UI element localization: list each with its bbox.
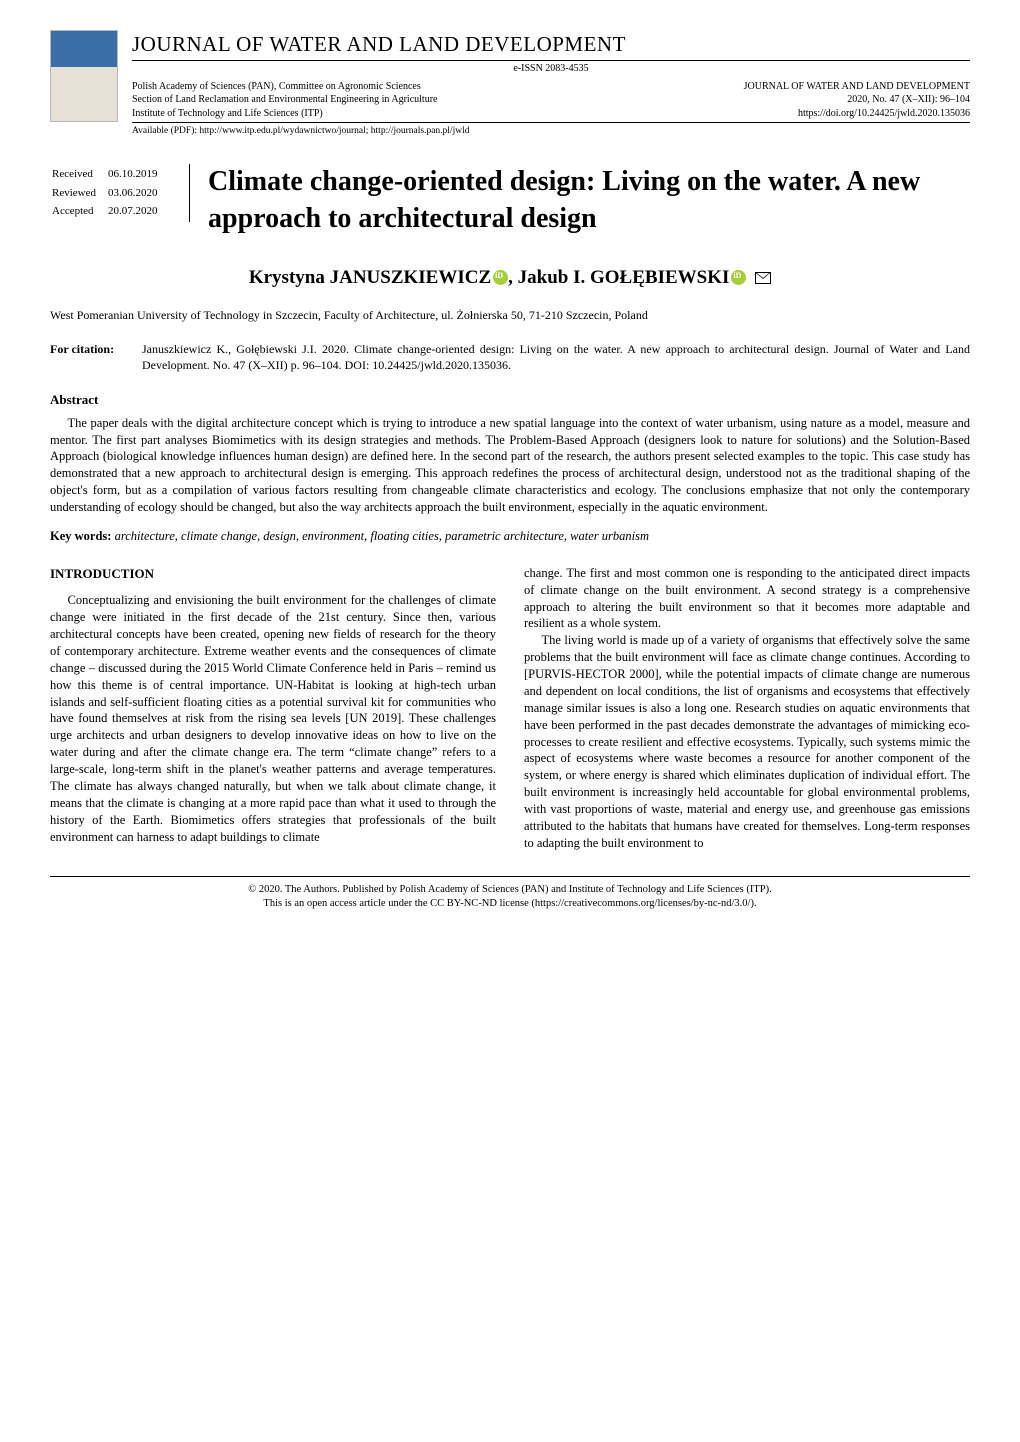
orcid-icon[interactable] [731,270,746,285]
dates-table: Received 06.10.2019 Reviewed 03.06.2020 … [50,164,169,222]
reviewed-label: Reviewed [52,185,106,202]
page-footer: © 2020. The Authors. Published by Polish… [50,876,970,912]
publisher-right: JOURNAL OF WATER AND LAND DEVELOPMENT 20… [744,80,970,121]
keywords-line: Key words: architecture, climate change,… [50,528,970,545]
abstract-heading: Abstract [50,391,970,409]
journal-header: JOURNAL OF WATER AND LAND DEVELOPMENT e-… [50,30,970,138]
table-row: Received 06.10.2019 [52,166,167,183]
corresponding-mail-icon[interactable] [755,272,771,284]
journal-cover-thumbnail [50,30,118,122]
table-row: Accepted 20.07.2020 [52,203,167,220]
dates-and-title-row: Received 06.10.2019 Reviewed 03.06.2020 … [50,164,970,237]
received-date: 06.10.2019 [108,166,168,183]
author-separator: , [508,267,518,288]
journal-info-block: JOURNAL OF WATER AND LAND DEVELOPMENT e-… [132,30,970,138]
column-left: INTRODUCTION Conceptualizing and envisio… [50,565,496,852]
accepted-date: 20.07.2020 [108,203,168,220]
journal-name-right: JOURNAL OF WATER AND LAND DEVELOPMENT [744,80,970,94]
for-citation-block: For citation: Januszkiewicz K., Gołębiew… [50,341,970,373]
doi-link[interactable]: https://doi.org/10.24425/jwld.2020.13503… [744,107,970,121]
submission-dates: Received 06.10.2019 Reviewed 03.06.2020 … [50,164,190,222]
abstract-text: The paper deals with the digital archite… [50,415,970,516]
authors-line: Krystyna JANUSZKIEWICZ, Jakub I. GOŁĘBIE… [50,265,970,291]
body-paragraph: Conceptualizing and envisioning the buil… [50,592,496,845]
introduction-heading: INTRODUCTION [50,565,496,583]
body-paragraph: change. The first and most common one is… [524,565,970,633]
author-1-given: Krystyna [249,267,330,288]
citation-text: Januszkiewicz K., Gołębiewski J.I. 2020.… [142,341,970,373]
author-2-surname: GOŁĘBIEWSKI [590,267,729,288]
affiliation: West Pomeranian University of Technology… [50,307,970,323]
body-paragraph: The living world is made up of a variety… [524,632,970,851]
citation-label: For citation: [50,341,142,373]
keywords-label: Key words: [50,529,111,543]
publisher-line: Institute of Technology and Life Science… [132,107,437,121]
author-2-given: Jakub I. [518,267,590,288]
footer-license: This is an open access article under the… [50,897,970,912]
keywords-text: architecture, climate change, design, en… [115,529,649,543]
accepted-label: Accepted [52,203,106,220]
orcid-icon[interactable] [493,270,508,285]
publisher-line: Section of Land Reclamation and Environm… [132,93,437,107]
column-right: change. The first and most common one is… [524,565,970,852]
available-pdf-line: Available (PDF): http://www.itp.edu.pl/w… [132,122,970,138]
journal-title: JOURNAL OF WATER AND LAND DEVELOPMENT [132,30,970,61]
paper-title: Climate change-oriented design: Living o… [208,164,970,237]
issue-info: 2020, No. 47 (X–XII): 96–104 [744,93,970,107]
body-columns: INTRODUCTION Conceptualizing and envisio… [50,565,970,852]
table-row: Reviewed 03.06.2020 [52,185,167,202]
received-label: Received [52,166,106,183]
publisher-line: Polish Academy of Sciences (PAN), Commit… [132,80,437,94]
publisher-row: Polish Academy of Sciences (PAN), Commit… [132,80,970,121]
publisher-left: Polish Academy of Sciences (PAN), Commit… [132,80,437,121]
journal-eissn: e-ISSN 2083-4535 [132,62,970,76]
reviewed-date: 03.06.2020 [108,185,168,202]
author-1-surname: JANUSZKIEWICZ [330,267,492,288]
footer-copyright: © 2020. The Authors. Published by Polish… [50,883,970,898]
